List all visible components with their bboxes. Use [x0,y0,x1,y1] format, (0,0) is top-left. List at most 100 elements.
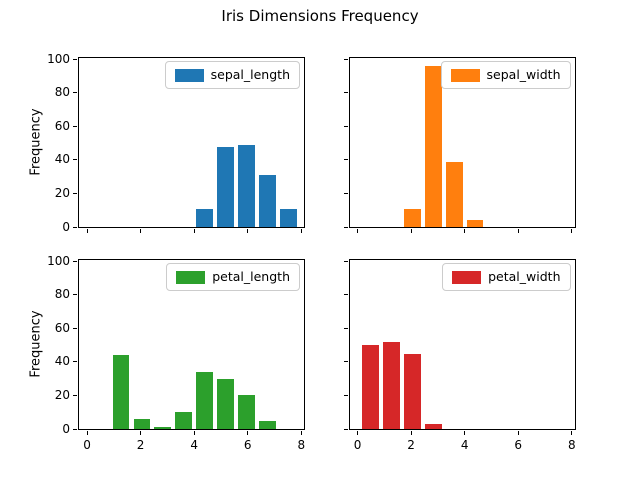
sepal-width-bar [466,220,484,227]
sepal-length-bar [217,146,234,227]
y-axis-label: Frequency [28,107,43,176]
legend-swatch-petal-length [176,270,206,284]
y-tick [343,361,348,363]
x-tick [247,229,249,233]
y-tick-label: 60 [54,118,70,133]
petal-length-bar [258,420,276,429]
x-tick [357,229,359,233]
x-tick [517,431,519,435]
y-tick-label: 100 [47,51,70,66]
x-tick [517,229,519,233]
x-tick-label: 8 [567,438,576,452]
x-tick [193,431,195,435]
y-tick-label: 40 [54,354,70,369]
y-tick [73,125,77,127]
y-tick-label: 0 [62,219,70,234]
x-tick [247,431,249,435]
sepal-length-bar [196,208,213,227]
x-tick [357,431,359,435]
y-axis-label: Frequency [28,309,43,378]
x-tick [410,431,412,435]
y-tick-label: 20 [54,387,70,402]
x-tick-label: 4 [190,438,198,452]
sepal-width-bar [445,161,463,227]
x-tick-label: 8 [297,438,306,452]
x-tick [571,431,573,435]
x-tick [300,431,302,435]
sepal-length-bar [279,208,297,227]
x-tick [140,229,142,233]
x-tick-label: 2 [136,438,145,452]
petal-length-bar [154,427,172,429]
petal-width-bar [404,353,421,429]
x-tick [140,431,142,435]
y-tick [343,58,348,60]
petal-width-bar [424,423,442,429]
chart-title: Iris Dimensions Frequency [221,7,419,25]
y-tick-label: 60 [54,320,70,335]
subplot-sepal-length: 0 20 40 60 80 100 sepal_length [47,52,305,234]
legend-petal-length: petal_length [166,263,300,291]
subplot-petal-width: 0 2 4 6 8 petal_width [343,259,576,452]
x-tick [410,229,412,233]
x-tick [464,431,466,435]
y-tick-label: 100 [47,253,70,268]
x-tick [300,229,302,233]
legend-label: petal_length [212,269,290,284]
petal-length-bar [133,418,151,429]
y-tick [343,125,348,127]
x-tick [193,229,195,233]
x-tick-label: 6 [514,438,523,452]
y-tick [73,394,77,396]
y-tick [343,192,348,194]
legend-sepal-width: sepal_width [440,61,571,89]
y-tick [73,159,77,161]
y-tick [73,192,77,194]
y-tick [343,92,348,94]
y-tick [343,159,348,161]
legend-swatch-petal-width [452,270,482,284]
legend-label: sepal_width [486,67,561,82]
legend-sepal-length: sepal_length [164,61,300,89]
x-tick-label: 6 [243,438,252,452]
subplot-sepal-width: sepal_width [343,57,576,233]
x-tick-label: 2 [407,438,415,452]
sepal-width-bar [404,208,421,227]
y-tick [73,92,77,94]
x-tick [86,229,88,233]
y-tick [73,58,77,60]
y-tick [343,226,348,228]
petal-length-bar [112,355,130,429]
legend-label: petal_width [488,269,561,284]
petal-length-bar [238,395,255,429]
sepal-length-bar [238,144,255,227]
subplot-petal-length: 0 2 4 6 8 0 20 40 60 80 100 petal_length [47,254,305,452]
sepal-length-bar [258,175,276,227]
y-tick [73,260,77,262]
petal-width-bar [383,341,400,429]
y-tick [73,327,77,329]
y-tick-label: 20 [54,185,70,200]
legend-petal-width: petal_width [442,263,571,291]
y-tick [343,260,348,262]
y-tick [343,294,348,296]
sepal-width-bar [424,66,442,227]
y-tick-label: 80 [54,287,70,302]
petal-length-bar [217,378,234,429]
y-tick [73,361,77,363]
petal-width-bar [362,345,379,429]
y-tick [73,294,77,296]
y-tick [73,428,77,430]
y-tick-label: 80 [54,85,70,100]
x-tick-label: 0 [83,438,91,452]
y-tick [343,394,348,396]
x-tick-label: 4 [460,438,469,452]
y-tick-label: 0 [62,421,70,436]
petal-length-bar [175,412,193,429]
legend-label: sepal_length [210,67,290,82]
y-tick [343,327,348,329]
petal-length-bar [196,372,213,429]
legend-swatch-sepal-length [174,68,204,82]
y-tick [343,428,348,430]
